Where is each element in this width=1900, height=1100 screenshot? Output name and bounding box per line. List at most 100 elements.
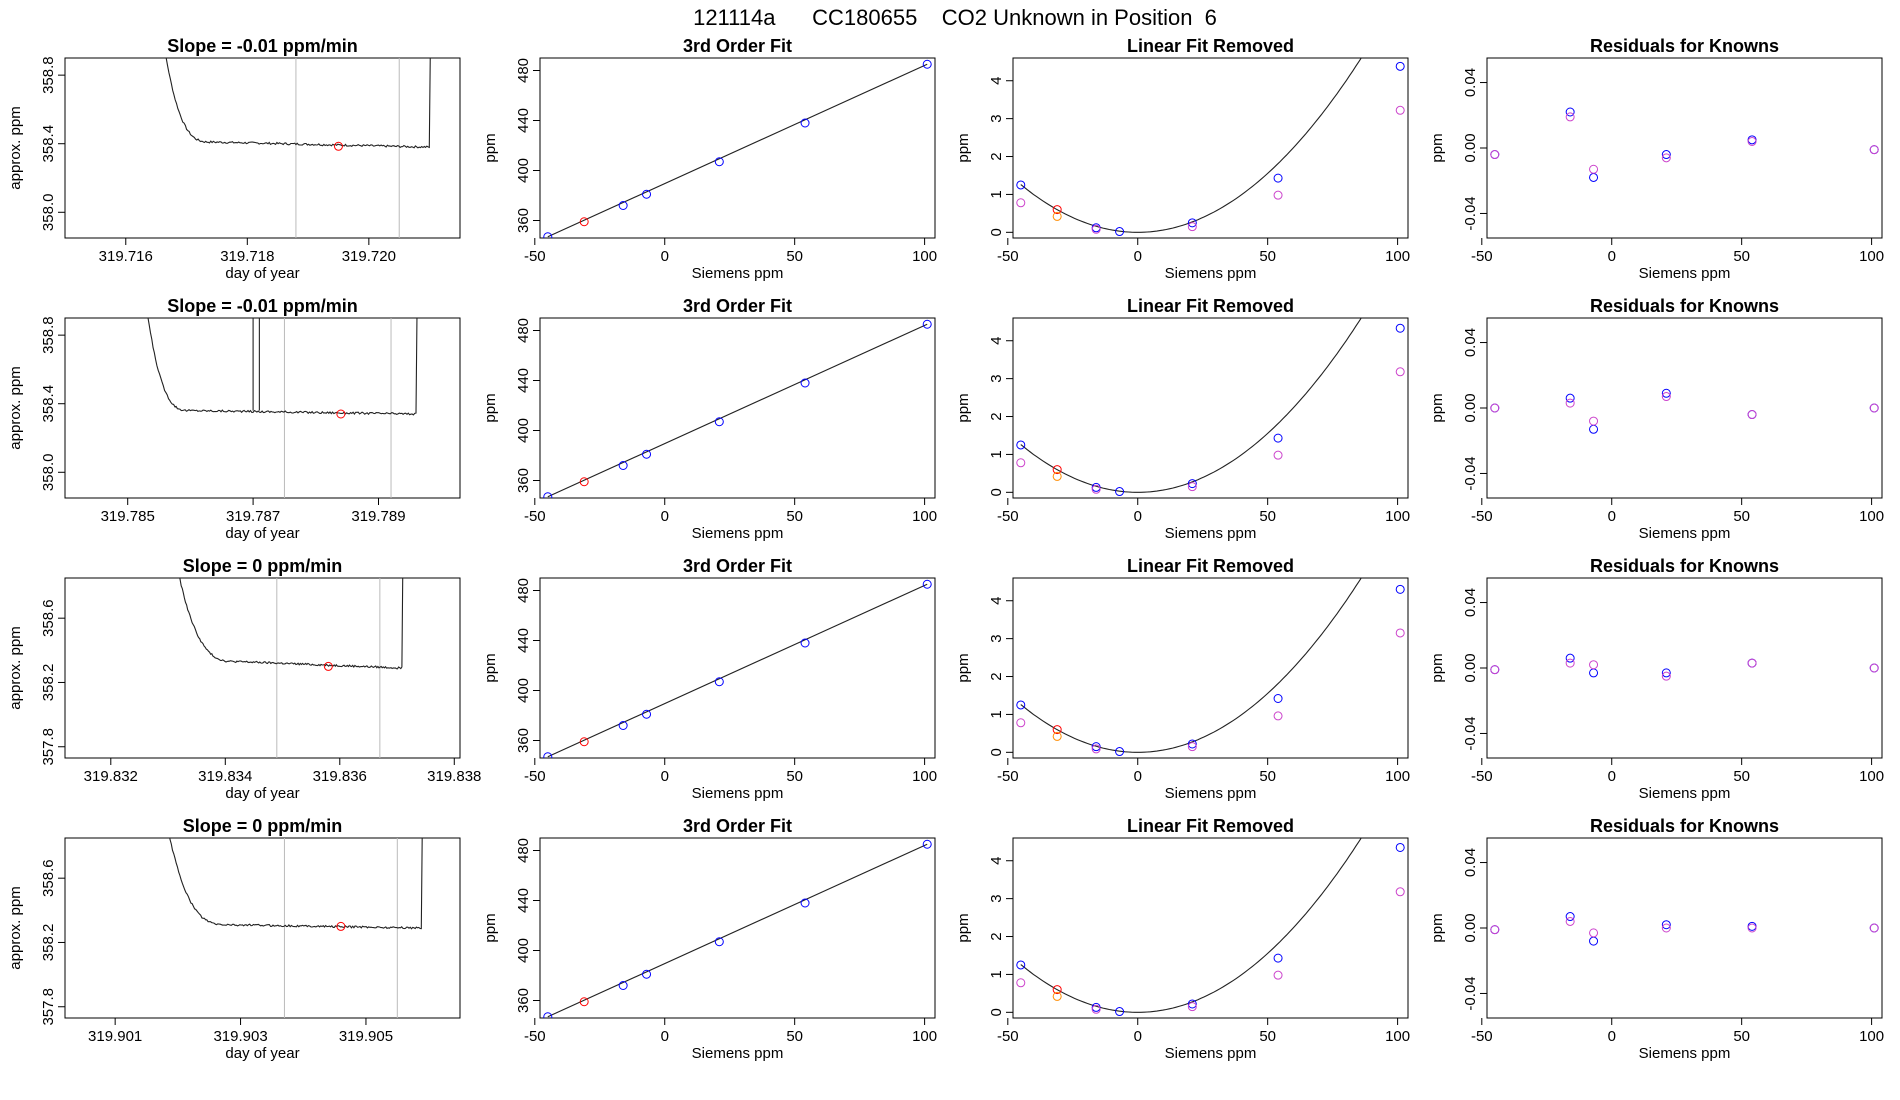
data-point: [1091, 742, 1101, 752]
x-axis-label: Siemens ppm: [692, 785, 784, 802]
plot-area: [543, 319, 932, 498]
x-tick-label: 319.834: [198, 768, 252, 785]
data-point: [922, 839, 932, 849]
plot-area: [1016, 58, 1405, 237]
x-tick-label: 50: [1259, 1028, 1276, 1045]
data-point: [1589, 936, 1599, 946]
y-axis-label: ppm: [1429, 653, 1446, 682]
y-tick-label: 3: [988, 114, 1005, 122]
y-tick-label: 0.00: [1462, 653, 1479, 682]
data-point: [1273, 450, 1283, 460]
panel-r4c2: 3rd Order Fit -50 0 50 100 360 400 440 480 Siemen…: [482, 816, 937, 1062]
data-point: [642, 449, 652, 459]
data-point: [1589, 668, 1599, 678]
x-axis-label: Siemens ppm: [1165, 525, 1257, 542]
panel-r3c1: Slope = 0 ppm/min 319.832 319.834 319.836 31…: [7, 556, 481, 802]
y-tick-label: 480: [515, 318, 532, 343]
x-tick-label: 0: [1134, 768, 1142, 785]
y-tick-label: 480: [515, 58, 532, 83]
data-point: [1115, 747, 1125, 757]
y-tick-label: 0.04: [1462, 328, 1479, 357]
data-point: [642, 969, 652, 979]
y-tick-label: 4: [988, 77, 1005, 85]
plot-frame: [1012, 577, 1409, 759]
data-point: [1869, 145, 1879, 155]
x-axis-label: Siemens ppm: [1165, 785, 1257, 802]
y-tick-label: 358.0: [40, 454, 57, 492]
data-point: [1273, 173, 1283, 183]
data-point: [1395, 628, 1405, 638]
plot-area: [1490, 912, 1879, 946]
plot-frame: [1012, 317, 1409, 499]
plot-area: [543, 579, 932, 758]
data-point: [1052, 471, 1062, 481]
data-point: [1565, 393, 1575, 403]
data-point: [1490, 403, 1500, 413]
data-point: [579, 217, 589, 227]
x-tick-label: 50: [1259, 768, 1276, 785]
x-tick-label: -50: [1471, 248, 1493, 265]
figure-title: 121114a CC180655 CO2 Unknown in Position…: [693, 5, 1217, 30]
data-point: [1395, 887, 1405, 897]
data-point: [1052, 465, 1062, 475]
panel-title: Slope = 0 ppm/min: [183, 816, 343, 836]
data-point: [1661, 668, 1671, 678]
plot-frame: [1012, 837, 1409, 1019]
x-tick-label: 319.787: [226, 508, 280, 525]
data-point: [1395, 842, 1405, 852]
data-point: [1565, 653, 1575, 663]
data-point: [618, 981, 628, 990]
fit-curve: [1020, 578, 1362, 753]
data-point: [618, 721, 628, 730]
data-point: [1589, 172, 1599, 182]
x-axis-label: Siemens ppm: [1639, 1045, 1731, 1062]
y-tick-label: 358.8: [40, 56, 57, 94]
plot-area: [147, 318, 418, 498]
y-axis-label: ppm: [482, 393, 499, 422]
x-axis-label: Siemens ppm: [692, 525, 784, 542]
y-axis-label: approx. ppm: [7, 886, 24, 969]
x-axis-label: Siemens ppm: [1639, 265, 1731, 282]
x-tick-label: 100: [1859, 768, 1884, 785]
panel-title: Linear Fit Removed: [1127, 556, 1294, 576]
x-tick-label: 319.720: [342, 248, 396, 265]
x-tick-label: 319.832: [84, 768, 138, 785]
data-point: [1589, 416, 1599, 426]
panel-r1c1: Slope = -0.01 ppm/min 319.716 319.718 319.7…: [7, 36, 461, 282]
plot-frame: [1486, 577, 1883, 759]
x-tick-label: 100: [1859, 1028, 1884, 1045]
plot-frame: [539, 837, 936, 1019]
plot-area: [1490, 107, 1879, 182]
x-tick-label: 100: [912, 1028, 937, 1045]
y-tick-label: 357.8: [40, 728, 57, 766]
panel-grid: Slope = -0.01 ppm/min 319.716 319.718 319.7…: [7, 36, 1884, 1062]
data-point: [1490, 925, 1500, 935]
y-tick-label: 2: [988, 412, 1005, 420]
data-point: [579, 477, 589, 487]
fit-line: [547, 63, 928, 238]
x-tick-label: -50: [1471, 768, 1493, 785]
x-tick-label: 0: [661, 768, 669, 785]
y-tick-label: 0: [988, 1008, 1005, 1016]
y-tick-label: 440: [515, 108, 532, 133]
data-point: [1052, 991, 1062, 1001]
y-axis-label: approx. ppm: [7, 626, 24, 709]
y-tick-label: 2: [988, 672, 1005, 680]
x-tick-label: 100: [1385, 1028, 1410, 1045]
data-point: [800, 118, 810, 128]
data-point: [714, 157, 724, 167]
concentration-trace: [169, 838, 423, 930]
y-tick-label: 1: [988, 710, 1005, 718]
data-point: [1661, 920, 1671, 930]
data-point: [1016, 180, 1026, 190]
data-point: [1395, 323, 1405, 333]
x-tick-label: 50: [1733, 248, 1750, 265]
data-point: [543, 752, 553, 758]
x-tick-label: 100: [1859, 248, 1884, 265]
fit-curve: [1020, 838, 1362, 1013]
panel-r1c3: Linear Fit Removed -50 0 50 100 0 1 2 3 4 Siemens …: [955, 36, 1410, 282]
x-tick-label: 319.903: [213, 1028, 267, 1045]
data-point: [1016, 978, 1026, 988]
y-axis-label: ppm: [1429, 133, 1446, 162]
data-point: [922, 319, 932, 329]
